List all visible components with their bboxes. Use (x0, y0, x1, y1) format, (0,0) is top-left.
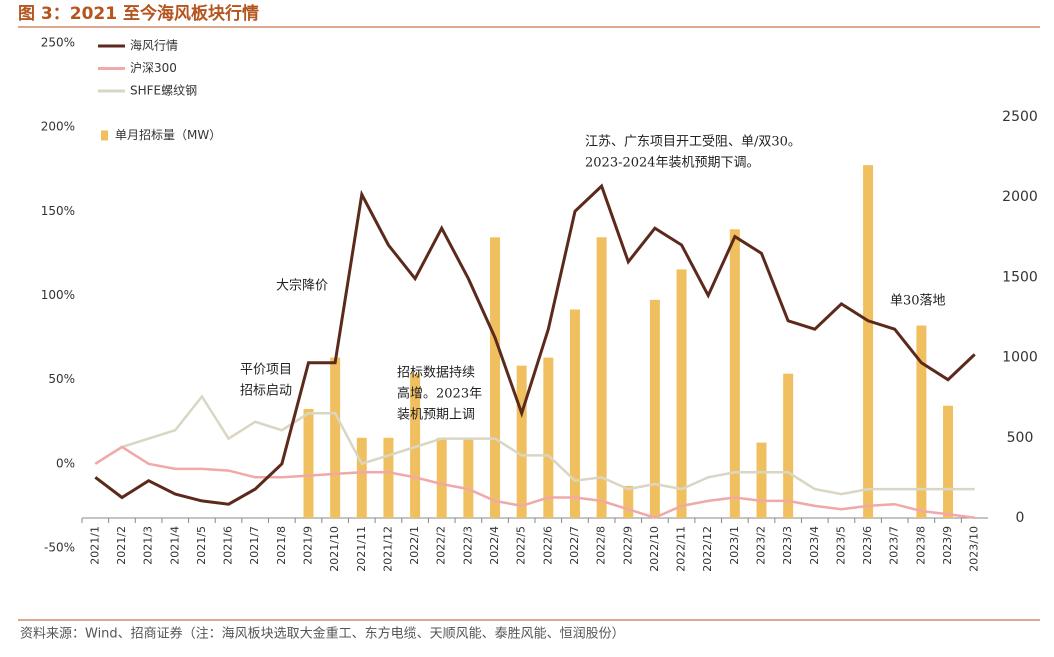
y2-tick-label: 2500 (1002, 109, 1038, 125)
y-tick-label: -50% (44, 541, 75, 555)
bar (356, 437, 367, 518)
bar (543, 357, 554, 518)
bar (729, 229, 740, 518)
y2-tick-label: 2000 (1002, 189, 1038, 205)
annotation: 2023-2024年装机预期下调。 (585, 156, 760, 171)
x-tick-label: 2022/6 (541, 526, 554, 565)
x-tick-label: 2022/4 (488, 526, 501, 565)
annotation: 装机预期上调 (397, 408, 475, 423)
bar (756, 442, 767, 518)
annotation: 江苏、广东项目开工受阻、单/双30。 (585, 134, 801, 150)
x-tick-label: 2023/5 (834, 526, 847, 565)
bar (943, 405, 954, 518)
annotation: 招标启动 (240, 384, 292, 399)
bar (436, 437, 447, 518)
y2-tick-label: 500 (1007, 430, 1034, 446)
x-tick-label: 2022/10 (648, 526, 661, 572)
x-tick-label: 2021/10 (328, 526, 341, 572)
x-tick-label: 2021/2 (115, 526, 128, 565)
bar (863, 165, 874, 518)
bar (303, 408, 314, 518)
x-tick-label: 2023/1 (728, 526, 741, 565)
bar (676, 269, 687, 518)
x-tick-label: 2021/1 (88, 526, 101, 565)
x-tick-label: 2023/9 (941, 526, 954, 565)
bar (490, 237, 501, 519)
annotation: 大宗降价 (276, 278, 328, 294)
annotation: 单30落地 (890, 294, 946, 309)
x-tick-label: 2023/3 (781, 526, 794, 565)
x-tick-label: 2021/11 (355, 526, 368, 572)
legend-label: 单月招标量（MW） (115, 128, 221, 142)
x-tick-label: 2021/8 (275, 526, 288, 565)
y2-tick-label: 0 (1016, 510, 1025, 526)
x-tick-label: 2022/7 (568, 526, 581, 565)
x-tick-label: 2021/3 (142, 526, 155, 565)
x-tick-label: 2023/6 (861, 526, 874, 565)
x-tick-label: 2022/3 (461, 526, 474, 565)
legend-label: 沪深300 (130, 61, 177, 75)
legend-swatch (101, 130, 108, 141)
line-series (94, 445, 975, 520)
x-tick-label: 2022/1 (408, 526, 421, 565)
chart-title: 图 3：2021 至今海风板块行情 (18, 3, 259, 24)
bar (596, 237, 607, 519)
annotation: 高增。2023年 (397, 386, 482, 402)
bar (330, 357, 341, 518)
x-tick-label: 2021/6 (222, 526, 235, 565)
bar (463, 437, 474, 518)
x-tick-label: 2021/4 (168, 526, 181, 565)
bar (783, 373, 794, 518)
y-tick-label: 100% (41, 288, 75, 302)
legend-label: SHFE螺纹钢 (130, 84, 197, 98)
annotation: 招标数据持续 (397, 366, 475, 381)
x-tick-label: 2021/12 (381, 526, 394, 572)
legend-label: 海风行情 (130, 38, 178, 53)
x-tick-label: 2023/8 (914, 526, 927, 565)
bar (569, 309, 580, 518)
y-tick-label: 200% (41, 120, 75, 134)
x-tick-label: 2021/7 (248, 526, 261, 565)
x-tick-label: 2023/7 (888, 526, 901, 565)
x-tick-label: 2022/11 (675, 526, 688, 572)
line-series (94, 183, 976, 506)
line-series (94, 394, 975, 496)
x-tick-label: 2021/5 (195, 526, 208, 565)
x-tick-label: 2023/4 (808, 526, 821, 565)
x-tick-label: 2022/9 (621, 526, 634, 565)
y-tick-label: 50% (48, 372, 75, 386)
x-tick-label: 2023/2 (755, 526, 768, 565)
y2-tick-label: 1000 (1002, 350, 1038, 366)
x-tick-label: 2022/12 (701, 526, 714, 572)
bar (649, 299, 660, 518)
bar (916, 325, 927, 518)
x-tick-label: 2022/5 (515, 526, 528, 565)
y2-tick-label: 1500 (1002, 269, 1038, 285)
y-tick-label: 150% (41, 204, 75, 218)
bar (623, 485, 634, 518)
y-tick-label: 250% (41, 36, 75, 50)
bar (383, 437, 394, 518)
x-tick-label: 2021/9 (302, 526, 315, 565)
x-tick-label: 2022/8 (595, 526, 608, 565)
x-tick-label: 2023/10 (968, 526, 981, 572)
y-tick-label: 0% (56, 456, 75, 470)
annotation: 平价项目 (240, 363, 292, 378)
bar (516, 365, 527, 518)
source: 资料来源：Wind、招商证券（注：海风板块选取大金重工、东方电缆、天顺风能、泰胜… (20, 626, 625, 642)
x-tick-label: 2022/2 (435, 526, 448, 565)
